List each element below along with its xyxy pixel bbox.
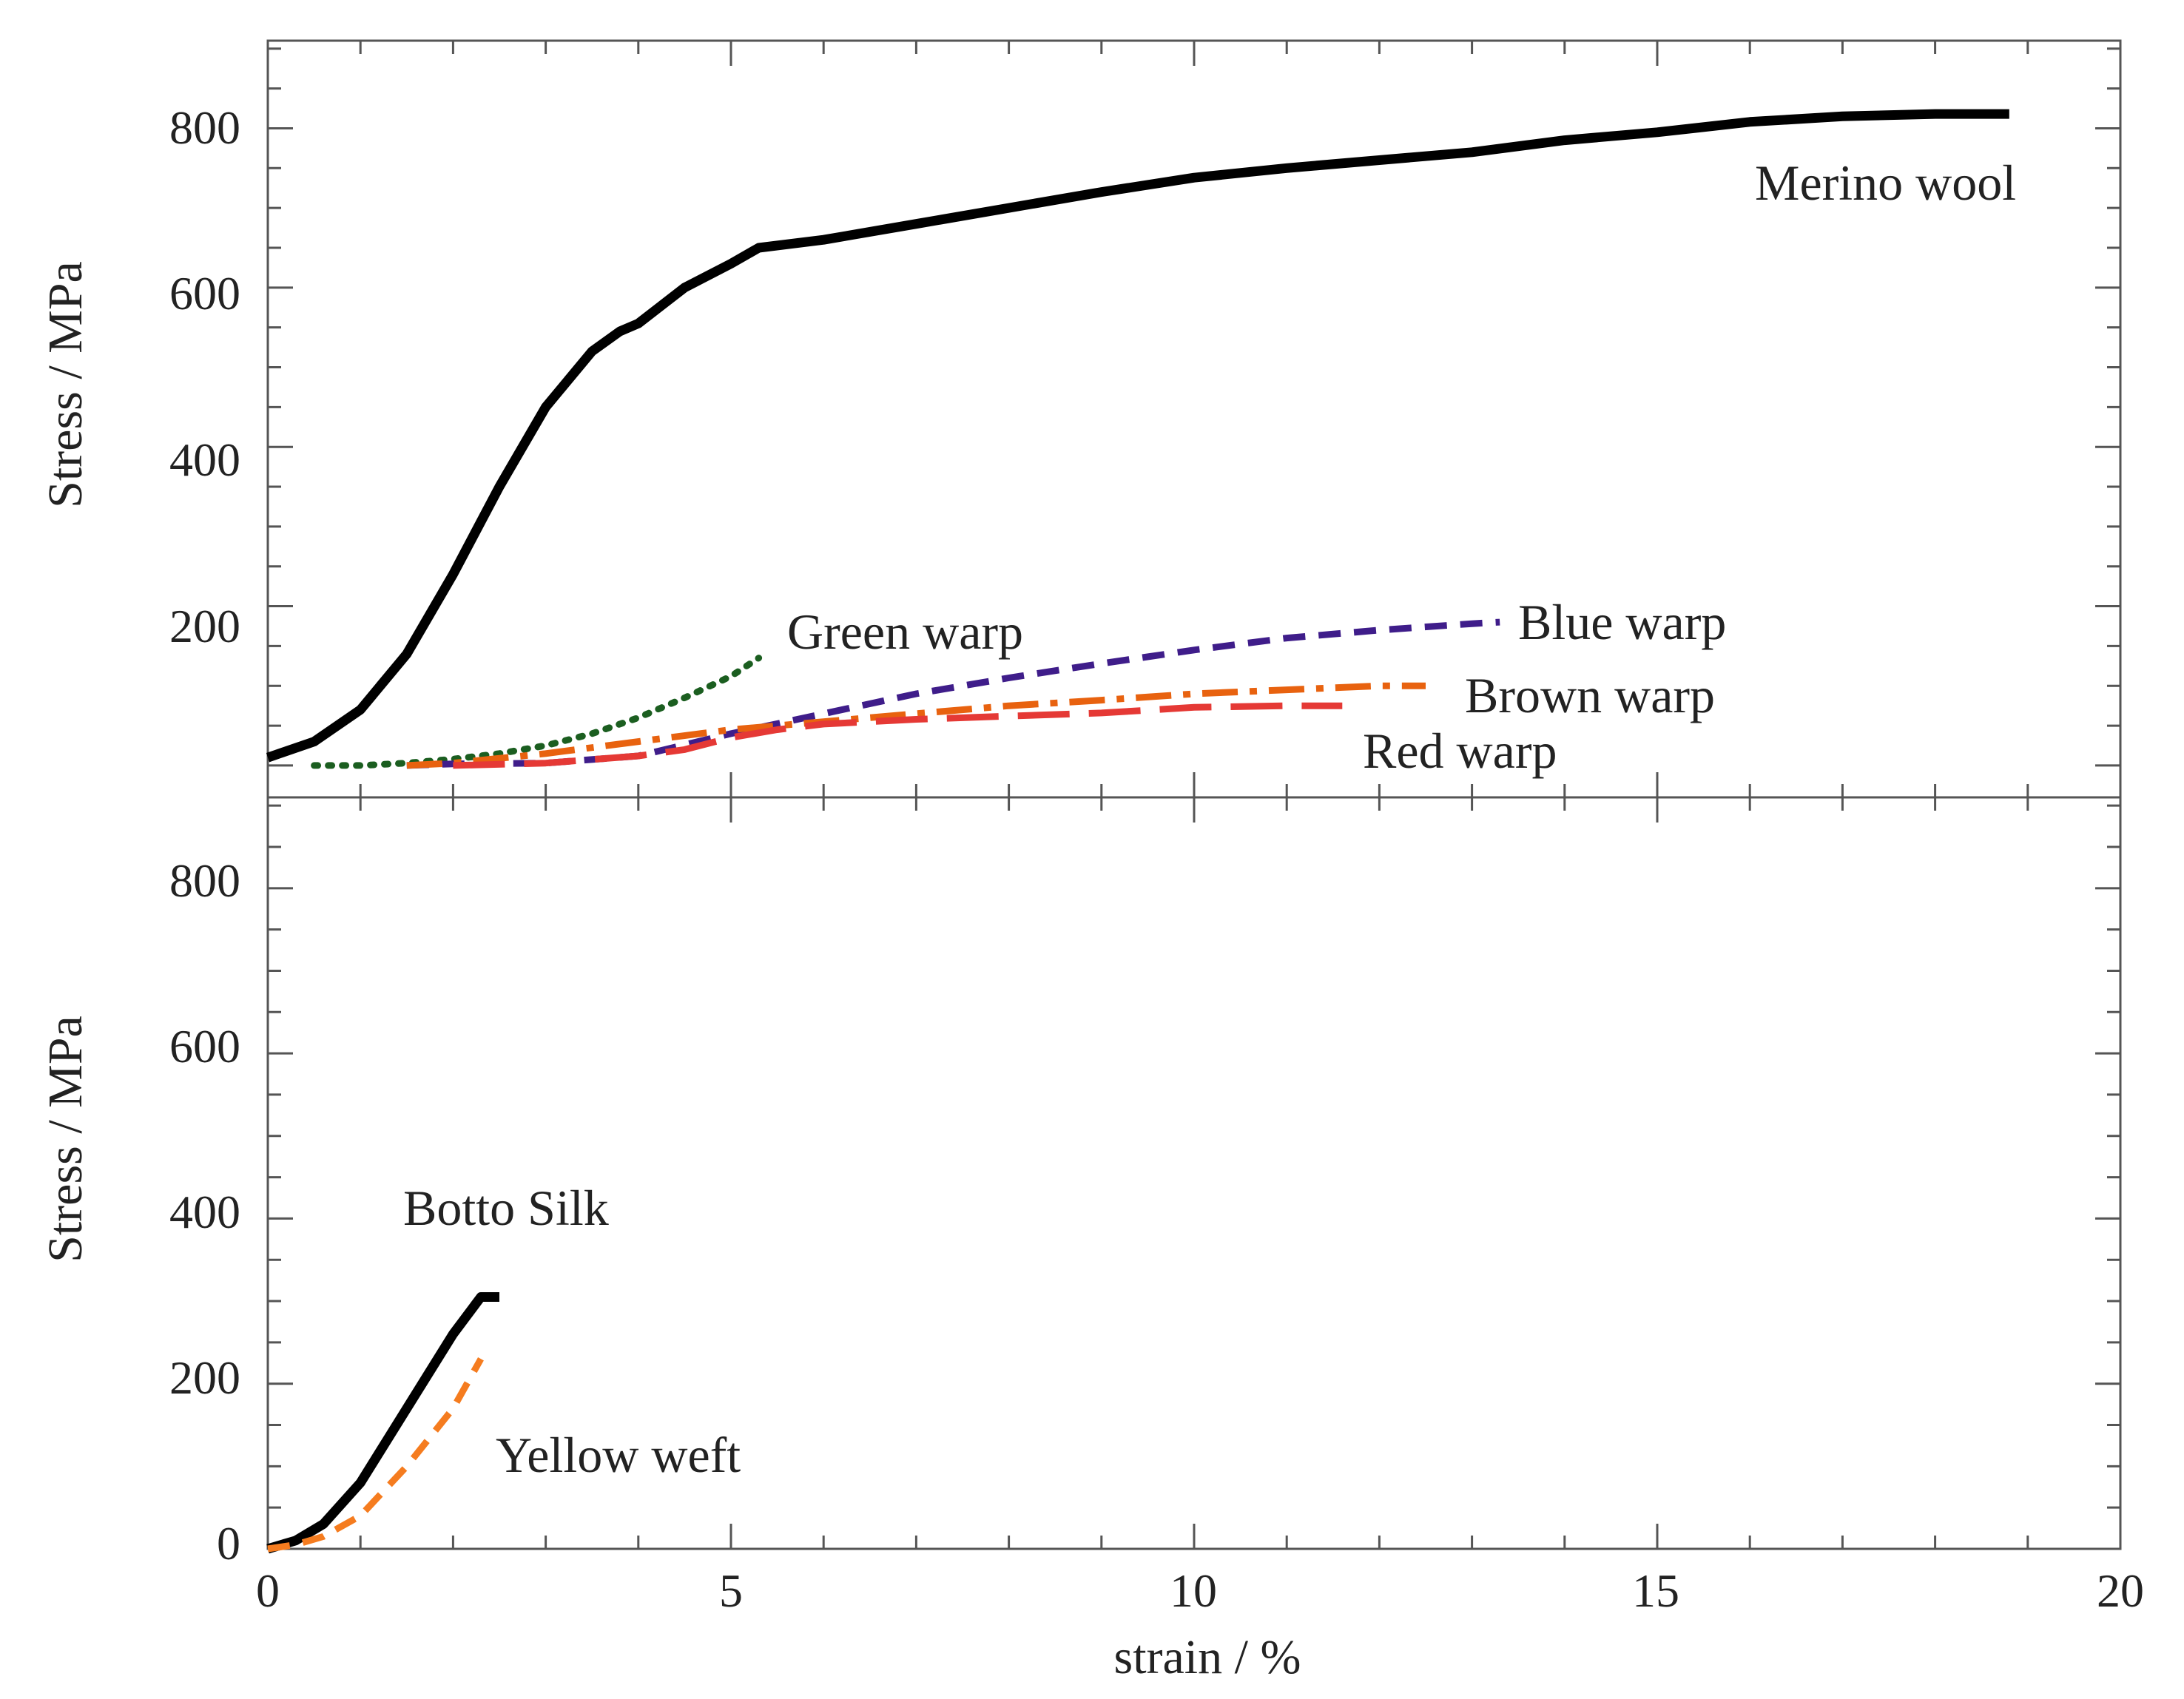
bottom-y-tick-label: 0 <box>217 1517 240 1570</box>
series-line-red-warp <box>453 702 1343 769</box>
bottom-y-tick-label: 800 <box>169 854 240 907</box>
bottom-y-tick-label: 600 <box>169 1020 240 1073</box>
series-line-green-warp <box>311 655 763 769</box>
x-tick-label: 5 <box>719 1564 743 1617</box>
series-lines <box>266 109 2009 1554</box>
x-tick-label: 10 <box>1170 1564 1217 1617</box>
bottom-y-axis-title: Stress / MPa <box>38 1016 92 1263</box>
series-label-red-warp: Red warp <box>1363 723 1557 779</box>
x-tick-label: 20 <box>2097 1564 2144 1617</box>
axis-ticks <box>266 41 2122 1550</box>
bottom-y-tick-label: 200 <box>169 1351 240 1404</box>
top-y-axis-title: Stress / MPa <box>38 261 92 508</box>
top-y-tick-label: 400 <box>169 433 240 486</box>
bottom-y-tick-label: 400 <box>169 1186 240 1238</box>
top-y-tick-label: 200 <box>169 600 240 652</box>
x-axis-title: strain / % <box>1114 1630 1301 1684</box>
series-label-botto-silk: Botto Silk <box>403 1180 609 1236</box>
series-line-brown-warp <box>406 682 1426 769</box>
series-label-merino-wool: Merino wool <box>1755 155 2016 211</box>
series-line-botto-silk <box>266 1292 499 1554</box>
series-label-green-warp: Green warp <box>787 604 1023 660</box>
series-line-merino-wool <box>266 109 2009 763</box>
top-y-tick-label: 800 <box>169 101 240 154</box>
series-label-yellow-weft: Yellow weft <box>496 1427 741 1483</box>
x-tick-label: 15 <box>1632 1564 1679 1617</box>
series-label-brown-warp: Brown warp <box>1465 667 1715 723</box>
top-y-tick-label: 600 <box>169 267 240 320</box>
series-label-blue-warp: Blue warp <box>1518 594 1726 650</box>
x-tick-label: 0 <box>256 1564 280 1617</box>
